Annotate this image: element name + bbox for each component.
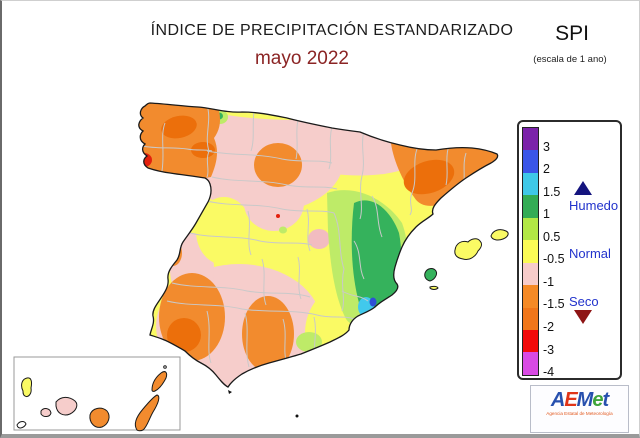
legend-tick: -2: [543, 320, 555, 334]
legend-swatch: [523, 217, 538, 241]
aemet-logo-letter: e: [592, 389, 603, 411]
legend-swatch: [523, 262, 538, 286]
region-yellow-west-meseta: [196, 197, 252, 265]
legend-swatch: [523, 172, 538, 196]
island-tenerife: [55, 396, 78, 416]
legend-tick: -1: [543, 275, 555, 289]
legend-label-wet: Humedo: [569, 198, 619, 213]
page-subtitle: mayo 2022: [254, 48, 349, 69]
region-darkorange-catalonia-core: [403, 159, 455, 195]
region-pink-dot-cuenca: [308, 229, 330, 249]
canary-inset-box: [13, 356, 181, 431]
island-menorca: [490, 229, 509, 241]
aemet-logo-letter: A: [550, 389, 565, 411]
legend-swatch: [523, 352, 538, 375]
legend-tick: -0.5: [543, 252, 565, 266]
region-lightgreen-granada-spot: [296, 332, 322, 352]
legend-tick: 3: [543, 140, 550, 154]
legend-swatch: [523, 240, 538, 263]
aemet-logo: AEMet: [531, 389, 628, 411]
legend-tick: 2: [543, 162, 550, 176]
legend-label-normal: Normal: [569, 246, 611, 261]
legend-box: 3 2 1.5 1 0.5 -0.5 -1 -1.5 -2 -3 -4 Hume…: [517, 120, 622, 380]
legend-tick: -4: [543, 365, 555, 379]
mainland-fill-layers: [138, 103, 498, 387]
dry-arrow-icon: [574, 310, 592, 324]
island-el-hierro: [16, 421, 27, 429]
aemet-logo-box: AEMet Agencia Estatal de Meteorología: [530, 385, 629, 433]
legend-swatch: [523, 307, 538, 330]
aemet-logo-letter: E: [564, 389, 577, 411]
region-pink-central-blob: [244, 175, 304, 231]
legend-label-dry: Seco: [569, 294, 599, 309]
page-title: ÍNDICE DE PRECIPITACIÓN ESTANDARIZADO: [150, 22, 514, 39]
island-la-palma: [21, 377, 32, 397]
legend-swatch: [523, 150, 538, 173]
region-green-levante-core: [351, 200, 402, 316]
region-red-central-speck: [276, 214, 280, 218]
region-darkorange-galicia-north-core: [161, 115, 197, 139]
island-lanzarote: [151, 371, 168, 392]
region-darkorange-huelva-core: [167, 318, 201, 352]
region-blue-alicante-dot: [369, 297, 377, 307]
aemet-logo-letter: t: [602, 389, 609, 411]
island-formentera: [429, 285, 439, 290]
legend-swatch: [523, 329, 538, 353]
island-mallorca: [454, 238, 482, 260]
ceuta-speck: [228, 390, 232, 394]
legend-tick: 0.5: [543, 230, 561, 244]
scale-note: (escala de 1 ano): [533, 54, 607, 65]
legend-swatch: [523, 128, 538, 151]
region-orange-malaga: [242, 296, 294, 372]
wet-arrow-icon: [574, 181, 592, 195]
canary-islands: [16, 365, 168, 432]
legend-tick: -3: [543, 343, 555, 357]
legend-swatch: [523, 285, 538, 308]
island-fuerteventura: [134, 394, 160, 432]
alboran-island-dot: [295, 414, 299, 418]
island-la-gomera: [40, 408, 52, 417]
island-la-graciosa: [163, 365, 167, 369]
region-lightgreen-madrid-dot: [279, 226, 287, 234]
island-gran-canaria: [89, 407, 110, 428]
legend-swatch: [523, 195, 538, 218]
index-abbreviation: SPI: [555, 22, 589, 45]
legend-tick: -1.5: [543, 297, 565, 311]
region-orange-leon: [254, 143, 302, 187]
aemet-tagline: Agencia Estatal de Meteorología: [546, 411, 613, 416]
island-ibiza: [424, 268, 437, 282]
legend-colorbar: [522, 127, 539, 376]
legend-tick: 1.5: [543, 185, 561, 199]
mainland-coast-outline: [138, 102, 499, 388]
region-yellow-north-coast-band: [202, 103, 402, 120]
aemet-logo-letter: M: [576, 389, 594, 411]
legend-tick: 1: [543, 207, 550, 221]
balearic-islands: [424, 229, 509, 290]
province-borders: [141, 104, 467, 368]
